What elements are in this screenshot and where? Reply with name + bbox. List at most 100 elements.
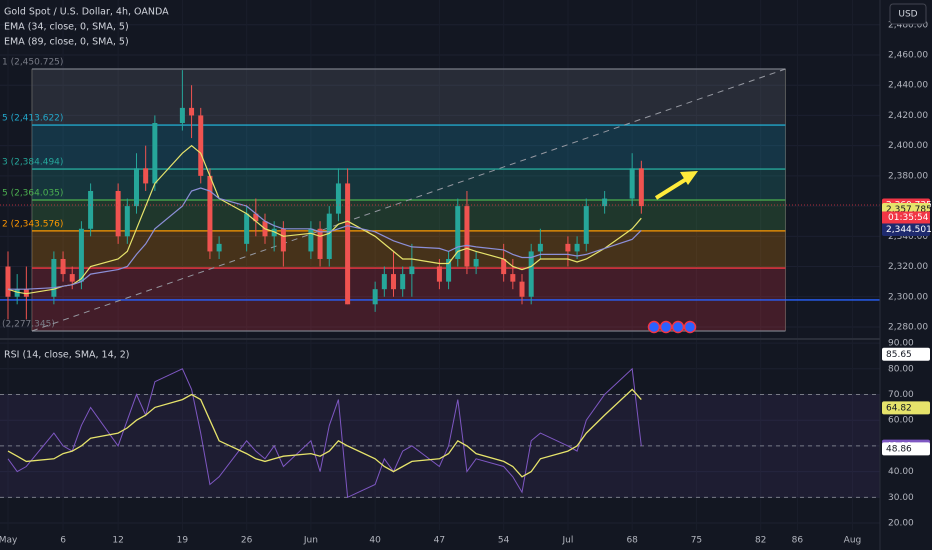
event-icon[interactable] — [647, 320, 661, 334]
candle-body — [115, 190, 121, 237]
candle-body — [501, 258, 507, 275]
countdown: 01:35:54 — [888, 213, 929, 223]
x-tick-label: 12 — [112, 536, 123, 546]
candle-body — [133, 168, 139, 207]
symbol-title: Gold Spot / U.S. Dollar, 4h, OANDA — [4, 7, 169, 18]
fib-zone — [31, 125, 786, 170]
x-tick-label: 6 — [60, 536, 66, 546]
candle-body — [152, 122, 158, 184]
candle-body — [280, 228, 286, 252]
fib-label: 2 (2,343.576) — [2, 219, 63, 229]
candle-body — [60, 258, 66, 275]
candle-body — [78, 228, 84, 282]
event-icon[interactable] — [671, 320, 685, 334]
candle-body — [537, 243, 543, 252]
indicator-label: EMA (89, close, 0, SMA, 5) — [4, 37, 129, 48]
fib-label: 5 (2,413.622) — [2, 114, 63, 124]
candle-body — [198, 115, 204, 176]
x-tick-label: 26 — [241, 536, 253, 546]
fib-zone — [31, 230, 786, 269]
y-tick-label: 90.00 — [888, 339, 914, 349]
rsi-title: RSI (14, close, SMA, 14, 2) — [4, 350, 129, 361]
arrow — [654, 171, 698, 200]
y-tick-label: 2,460.00 — [888, 50, 928, 60]
x-tick-label: 54 — [498, 536, 510, 546]
price-tag-label: 2,344.501 — [886, 225, 932, 235]
price-tag — [882, 223, 930, 237]
candle-body — [519, 281, 525, 297]
candle-body — [88, 190, 94, 229]
y-tick-label: 2,420.00 — [888, 111, 928, 121]
fib-label: 3 (2,384.494) — [2, 158, 63, 168]
candle-body — [14, 289, 20, 297]
fib-label: 5 (2,364.035) — [2, 188, 63, 198]
candle-body — [372, 289, 378, 305]
candle-body — [638, 168, 644, 207]
countdown-bg — [882, 211, 930, 224]
currency-button[interactable] — [889, 3, 927, 25]
y-tick-label: 20.00 — [888, 519, 914, 529]
y-tick-label: 40.00 — [888, 467, 914, 477]
event-icons — [647, 320, 697, 334]
y-tick-label: 80.00 — [888, 364, 914, 374]
candle-body — [510, 274, 516, 282]
candle-body — [446, 258, 452, 282]
candle-body — [381, 274, 387, 290]
y-tick-label: 60.00 — [888, 416, 914, 426]
candle-body — [23, 289, 29, 297]
candle-body — [464, 206, 470, 267]
y-tick-label: 2,400.00 — [888, 141, 928, 151]
candle-body — [391, 274, 397, 290]
x-tick-label: 68 — [626, 536, 638, 546]
fib-trendline — [31, 68, 786, 332]
candle-body — [271, 228, 277, 237]
candle-body — [400, 274, 406, 290]
y-tick-label: 2,280.00 — [888, 322, 928, 332]
arrow-shaft — [654, 176, 690, 200]
candle-body — [189, 107, 195, 116]
price-tag-label: 48.86 — [886, 444, 912, 454]
event-icon[interactable] — [683, 320, 697, 334]
x-tick-label: May — [0, 536, 18, 546]
arrow-head — [680, 171, 698, 185]
series-line — [8, 187, 642, 290]
x-tick-label: 82 — [755, 536, 766, 546]
candle-body — [455, 206, 461, 259]
candle-body — [528, 251, 534, 297]
candle-body — [69, 274, 75, 282]
candle-body — [345, 183, 351, 305]
price-tag-label: 2,357.785 — [886, 205, 932, 215]
price-tag-label: 85.65 — [886, 350, 912, 360]
fib-label: 1 (2,450.725) — [2, 58, 63, 68]
x-tick-label: 19 — [177, 536, 189, 546]
currency-label: USD — [898, 10, 917, 20]
candle-body — [5, 266, 11, 297]
candle-body — [179, 107, 185, 123]
candle-body — [244, 213, 250, 244]
x-tick-label: Aug — [844, 536, 862, 546]
candle-body — [317, 228, 323, 259]
y-tick-label: 2,300.00 — [888, 292, 928, 302]
candle-body — [335, 183, 341, 214]
x-tick-label: Jun — [303, 536, 318, 546]
fib-label: (2,277.345) — [2, 319, 55, 329]
x-tick-label: 47 — [434, 536, 445, 546]
candle-body — [124, 206, 130, 237]
candle-body — [629, 168, 635, 199]
candle-body — [574, 243, 580, 252]
series-line — [7, 388, 642, 478]
candle-body — [326, 213, 332, 259]
candle-body — [216, 243, 222, 252]
x-tick-label: Jul — [561, 536, 573, 546]
event-icon[interactable] — [659, 320, 673, 334]
series-line — [7, 144, 642, 295]
y-tick-label: 2,440.00 — [888, 81, 928, 91]
indicator-label: EMA (34, close, 0, SMA, 5) — [4, 22, 129, 33]
fib-zone — [31, 69, 786, 126]
candle-body — [565, 243, 571, 252]
y-tick-label: 2,480.00 — [888, 20, 928, 30]
